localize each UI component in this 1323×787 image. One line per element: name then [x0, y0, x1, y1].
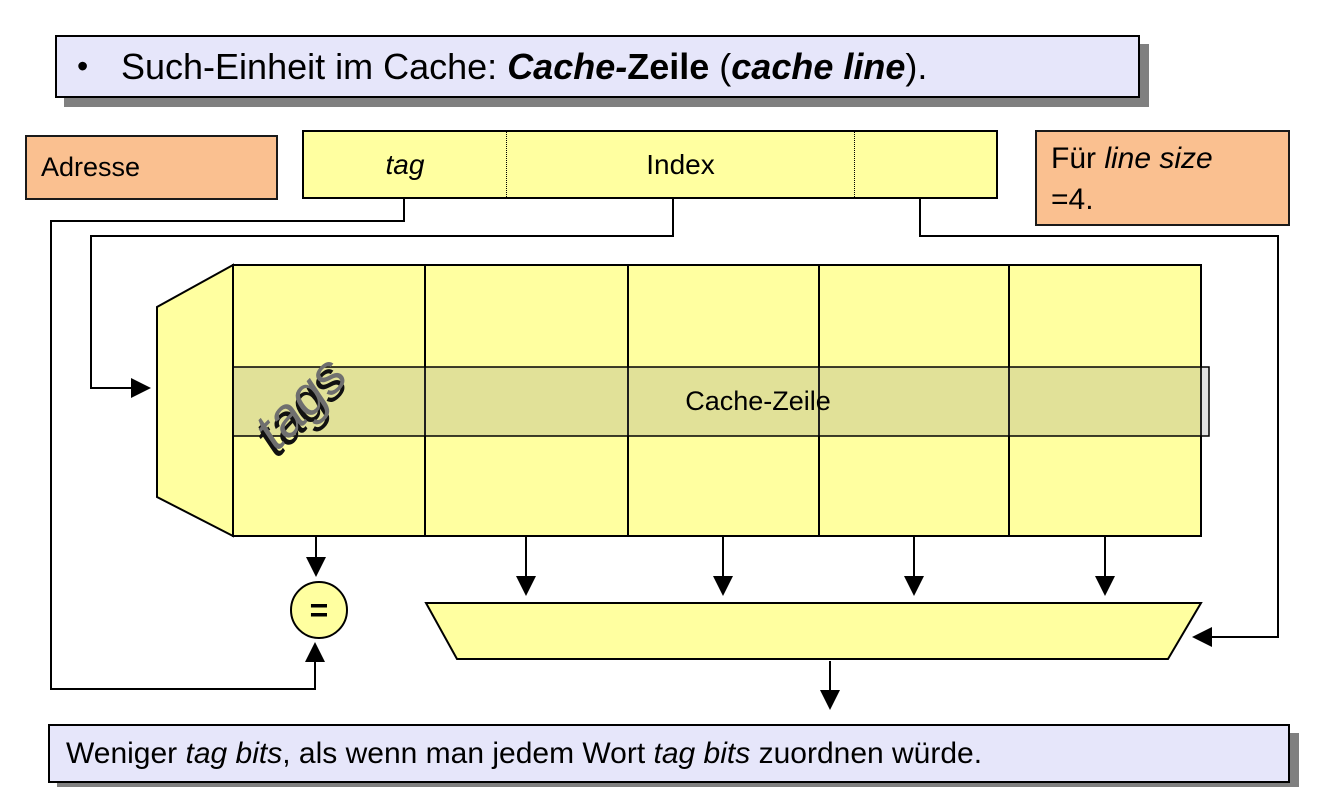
tag-compare-line: [50, 199, 405, 690]
index-label: Index: [646, 148, 715, 180]
cache-table: [232, 264, 1202, 537]
mux-trapezoid: [424, 602, 1203, 660]
adresse-box: Adresse: [25, 135, 278, 200]
address-tag-section: tag: [304, 132, 506, 197]
cache-row-label: Cache-Zeile: [685, 386, 831, 416]
line-size-note-line2: =4.: [1051, 183, 1094, 216]
title-text: Such-Einheit im Cache: Cache-Zeile (cach…: [121, 45, 928, 87]
offset-select-line: [919, 199, 1279, 647]
address-index-section: Index: [506, 132, 854, 197]
line-size-note-box: Für line size =4.: [1035, 130, 1290, 226]
comparator-label: =: [309, 591, 329, 628]
comparator-circle: [290, 581, 348, 639]
tag-label: tag: [385, 148, 425, 180]
cache-table-column-lines: [424, 265, 1010, 536]
index-select-line: [90, 199, 674, 398]
bullet-icon: •: [77, 48, 89, 84]
bottom-note-text: Weniger tag bits, als wenn man jedem Wor…: [66, 736, 983, 770]
address-offset-section: [854, 132, 996, 197]
bottom-note-box: Weniger tag bits, als wenn man jedem Wor…: [48, 724, 1290, 783]
tags-pentagon: [156, 263, 234, 538]
adresse-label: Adresse: [41, 152, 141, 182]
cache-row-highlight: [232, 366, 1210, 437]
line-size-note-line1: Für line size: [1051, 142, 1213, 175]
title-box: • Such-Einheit im Cache: Cache-Zeile (ca…: [55, 35, 1140, 98]
address-field: tag Index: [302, 130, 998, 199]
